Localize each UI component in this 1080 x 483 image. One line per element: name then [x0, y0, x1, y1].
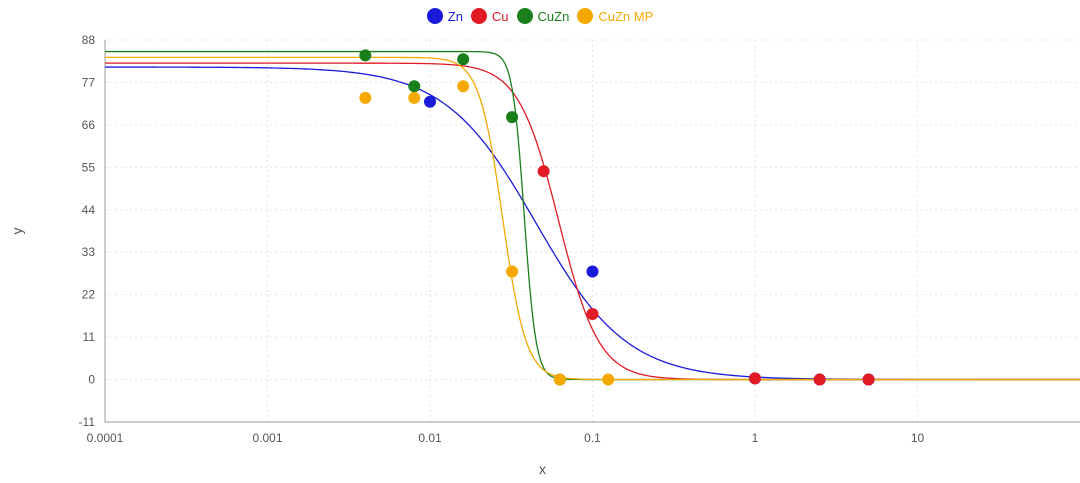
legend-label: Zn: [447, 8, 463, 24]
data-point-cu: [862, 373, 875, 386]
data-point-cu: [813, 373, 826, 386]
y-tick-label: 44: [82, 203, 96, 217]
data-point-cuzn: [408, 80, 421, 93]
data-point-cu: [537, 165, 550, 178]
x-tick-label: 10: [911, 431, 925, 445]
legend-marker: [470, 8, 487, 24]
fit-curve-cuzn-mp: [105, 56, 1080, 381]
y-tick-label: 11: [83, 330, 96, 344]
y-tick-label: 77: [82, 75, 96, 89]
y-tick-label: 55: [82, 160, 96, 174]
x-tick-label: 0.1: [584, 431, 601, 445]
y-axis-title: y: [9, 228, 25, 235]
data-point-cu: [749, 372, 761, 385]
legend-label: CuZn MP: [598, 8, 654, 24]
y-tick-label: 66: [82, 118, 96, 132]
legend-marker: [426, 8, 443, 24]
legend-item-cuzn[interactable]: CuZn: [516, 8, 570, 24]
data-point-cu: [586, 307, 599, 320]
y-tick-label: -11: [79, 415, 96, 429]
legend-marker: [516, 8, 533, 24]
y-tick-label: 33: [82, 245, 96, 259]
legend: Zn Cu CuZn CuZn MP: [0, 8, 1080, 27]
x-tick-label: 0.0001: [87, 431, 124, 445]
data-point-cuzn-mp: [457, 80, 470, 93]
x-tick-label: 0.001: [252, 431, 282, 445]
fit-curve-zn: [104, 66, 1080, 381]
x-axis-title: x: [539, 461, 546, 477]
data-point-cuzn-mp: [408, 91, 421, 104]
x-tick-label: 0.01: [418, 431, 442, 445]
y-tick-label: 0: [88, 373, 95, 387]
legend-label: Cu: [491, 8, 509, 24]
y-tick-label: 22: [82, 288, 96, 302]
data-point-cuzn-mp: [359, 91, 372, 104]
legend-marker: [577, 8, 594, 24]
legend-item-cu[interactable]: Cu: [470, 8, 509, 24]
y-tick-label: 88: [82, 33, 96, 47]
x-tick-label: 1: [752, 431, 759, 445]
legend-label: CuZn: [537, 8, 570, 24]
legend-item-cuzn-mp[interactable]: CuZn MP: [577, 8, 653, 24]
legend-item-zn[interactable]: Zn: [426, 8, 463, 24]
data-point-cuzn-mp: [553, 373, 566, 386]
data-point-cuzn-mp: [506, 265, 519, 278]
data-point-cuzn: [506, 111, 519, 124]
data-point-cuzn-mp: [602, 373, 615, 386]
data-point-zn: [424, 95, 436, 108]
data-point-zn: [586, 265, 599, 278]
data-point-cuzn: [457, 53, 470, 66]
data-point-cuzn: [359, 49, 372, 62]
